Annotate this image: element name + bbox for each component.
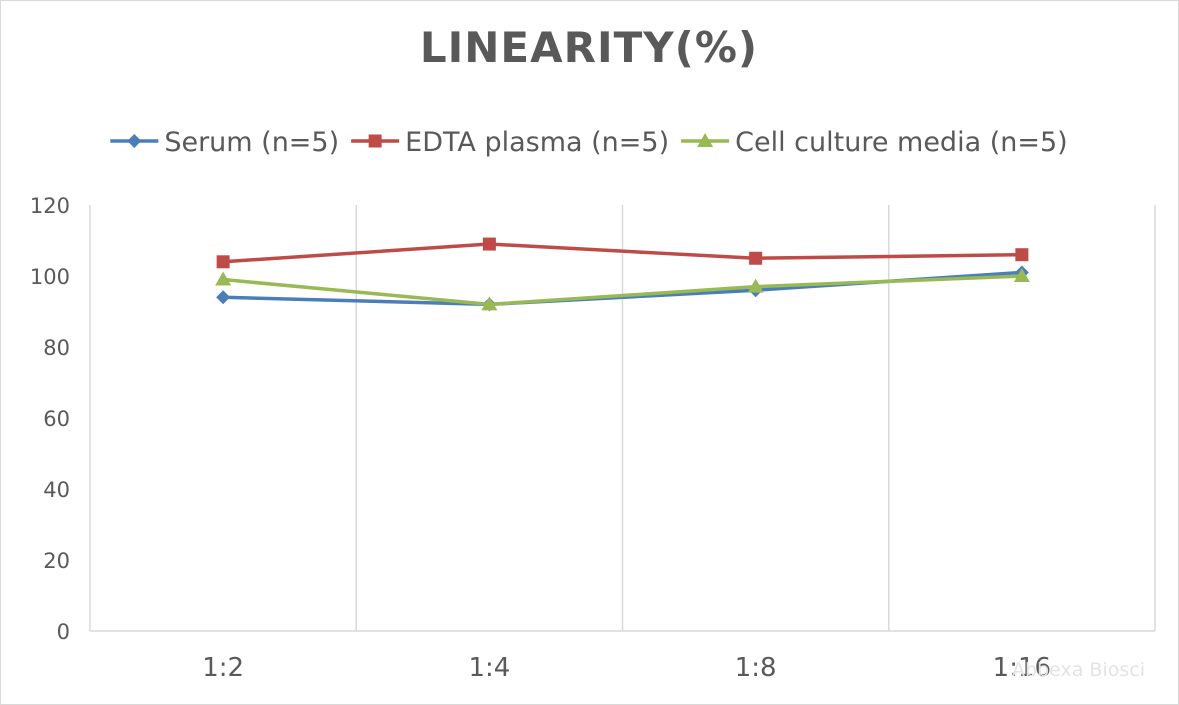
data-point <box>215 271 232 286</box>
y-tick-label: 60 <box>43 407 70 431</box>
series-line <box>223 242 1022 264</box>
legend-item: Serum (n=5) <box>110 127 339 158</box>
y-tick-label: 20 <box>43 549 70 573</box>
legend-label: Cell culture media (n=5) <box>735 127 1068 158</box>
data-point <box>747 278 764 293</box>
x-tick-label: 1:16 <box>993 653 1051 683</box>
legend-swatch-marker <box>697 133 714 147</box>
watermark: Abbexa Biosci <box>1012 659 1145 681</box>
series-3 <box>215 268 1030 311</box>
gridlines <box>89 205 1156 631</box>
chart-title: LINEARITY(%) <box>420 23 758 72</box>
data-point <box>482 237 496 251</box>
series-2 <box>216 237 1029 269</box>
y-tick-label: 80 <box>43 336 70 360</box>
x-tick-label: 1:4 <box>468 653 510 683</box>
data-point <box>1013 268 1030 282</box>
y-tick-label: 40 <box>43 478 70 502</box>
data-point <box>216 290 231 305</box>
x-tick-label: 1:2 <box>202 653 244 683</box>
y-tick-label: 100 <box>30 265 70 289</box>
legend-item: EDTA plasma (n=5) <box>351 127 669 158</box>
legend: Serum (n=5) EDTA plasma (n=5) Cell culture… <box>110 127 1068 158</box>
data-point <box>749 251 763 265</box>
x-axis: 1:2 1:4 1:8 1:16 <box>90 630 1155 683</box>
legend-swatch-marker <box>368 134 382 148</box>
legend-swatch-marker <box>127 134 142 148</box>
data-point <box>481 296 498 311</box>
y-axis: 0 20 40 60 80 100 120 <box>30 194 70 644</box>
x-tick-label: 1:8 <box>735 653 777 683</box>
plot-area <box>215 237 1030 312</box>
series-line <box>222 274 1022 307</box>
legend-label: EDTA plasma (n=5) <box>405 127 669 158</box>
legend-label: Serum (n=5) <box>164 127 339 158</box>
y-tick-label: 0 <box>57 620 70 644</box>
y-tick-label: 120 <box>30 194 70 218</box>
legend-item: Cell culture media (n=5) <box>681 127 1068 158</box>
data-point <box>1015 248 1029 262</box>
data-point <box>216 255 230 269</box>
